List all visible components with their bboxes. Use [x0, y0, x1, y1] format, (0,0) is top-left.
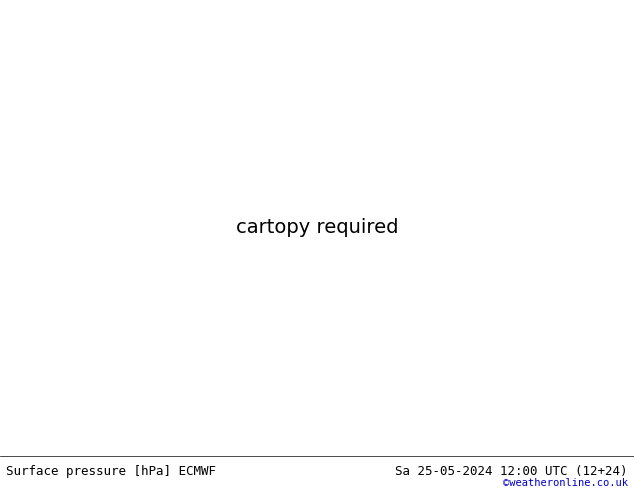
Text: cartopy required: cartopy required: [236, 219, 398, 237]
Text: Sa 25-05-2024 12:00 UTC (12+24): Sa 25-05-2024 12:00 UTC (12+24): [395, 466, 628, 478]
Text: Surface pressure [hPa] ECMWF: Surface pressure [hPa] ECMWF: [6, 466, 216, 478]
Text: ©weatheronline.co.uk: ©weatheronline.co.uk: [503, 478, 628, 488]
